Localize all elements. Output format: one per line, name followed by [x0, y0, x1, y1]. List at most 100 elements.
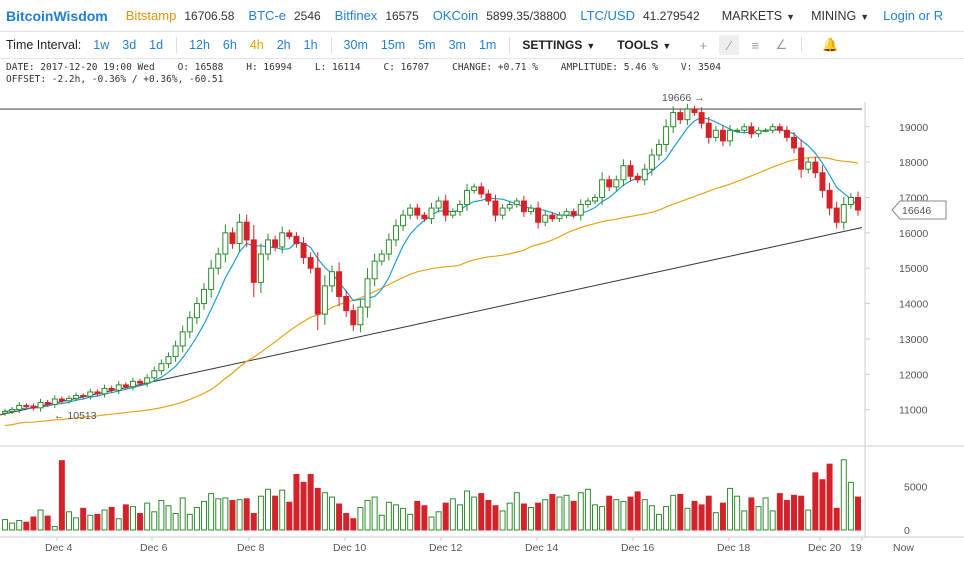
crosshair-icon[interactable]: +: [699, 37, 708, 53]
price-tick-label: 12000: [899, 369, 928, 381]
login-link[interactable]: Login or R: [883, 8, 944, 23]
candle-body: [698, 112, 705, 124]
fan-icon[interactable]: ∠: [775, 37, 788, 52]
candle-body: [727, 129, 734, 142]
candle-body: [108, 387, 115, 391]
candle-body: [364, 278, 371, 308]
market-btce[interactable]: BTC-e 2546: [248, 8, 320, 23]
brand-logo[interactable]: BitcoinWisdom: [6, 7, 108, 24]
volume-bar: [755, 506, 762, 531]
volume-bar: [236, 499, 243, 531]
current-price-box: [891, 200, 947, 220]
mining-menu[interactable]: MINING ▼: [811, 9, 869, 23]
candle-body: [556, 214, 563, 220]
current-price-label: 16646: [902, 205, 931, 217]
interval-15m[interactable]: 15m: [380, 38, 406, 52]
volume-bar: [435, 511, 442, 531]
candle-body: [272, 239, 279, 248]
chevron-down-icon: ▼: [662, 41, 672, 51]
market-bitstamp[interactable]: Bitstamp 16706.58: [126, 8, 235, 23]
volume-bar: [606, 495, 613, 531]
volume-bar: [449, 498, 456, 531]
volume-bar: [464, 490, 471, 531]
volume-bar: [819, 479, 826, 531]
volume-bar: [705, 495, 712, 531]
volume-bar: [115, 518, 122, 531]
volume-bar: [563, 494, 570, 531]
candle-body: [691, 108, 698, 114]
interval-6h[interactable]: 6h: [222, 38, 237, 52]
candle-body: [229, 232, 236, 244]
divider: [176, 37, 178, 53]
high-label: 19666 →: [662, 92, 705, 104]
horizontal-lines-icon[interactable]: ≡: [751, 37, 760, 53]
interval-4h[interactable]: 4h: [249, 38, 264, 52]
market-ltcusd[interactable]: LTC/USD 41.279542: [580, 8, 699, 23]
candle-body: [663, 126, 670, 145]
settings-menu[interactable]: SETTINGS ▼: [522, 38, 595, 52]
candle-body: [250, 239, 257, 283]
volume-bar: [592, 504, 598, 531]
candle-body: [563, 211, 570, 216]
markets-menu[interactable]: MARKETS ▼: [722, 9, 795, 23]
candle-body: [492, 200, 499, 216]
candle-body: [791, 136, 798, 149]
time-interval-label: Time Interval:: [6, 38, 82, 52]
candle-body: [23, 404, 30, 407]
candle-body: [44, 402, 51, 405]
market-okcoin[interactable]: OKCoin 5899.35/38800: [433, 8, 567, 23]
candle-body: [257, 253, 264, 283]
chevron-down-icon: ▼: [586, 41, 596, 51]
interval-5m[interactable]: 5m: [418, 38, 436, 52]
date-tick-label: Dec 4: [45, 542, 73, 554]
candle-body: [712, 129, 719, 138]
candle-body: [65, 397, 72, 402]
volume-bar: [144, 502, 151, 531]
volume-bar: [307, 474, 314, 531]
candle-body: [542, 214, 549, 223]
candle-body: [748, 126, 755, 135]
volume-bar: [855, 496, 861, 531]
fast-moving-average-line: [4, 116, 859, 412]
volume-bar: [734, 495, 741, 531]
candle-body: [528, 207, 535, 213]
chevron-down-icon: ▼: [860, 11, 870, 22]
volume-bar: [279, 489, 286, 531]
candle-body: [400, 214, 407, 227]
bell-icon[interactable]: 🔔: [822, 37, 839, 52]
volume-bar: [620, 500, 627, 531]
candle-body: [73, 394, 80, 399]
volume-bar: [812, 472, 819, 531]
interval-2h[interactable]: 2h: [276, 38, 291, 52]
interval-12h[interactable]: 12h: [189, 38, 210, 52]
price-tick-label: 18000: [899, 157, 928, 169]
market-bitfinex[interactable]: Bitfinex 16575: [335, 8, 419, 23]
interval-3d[interactable]: 3d: [122, 38, 137, 52]
volume-bar: [137, 513, 144, 531]
volume-bar: [165, 505, 172, 531]
interval-1w[interactable]: 1w: [93, 38, 110, 52]
volume-bar: [655, 513, 662, 531]
candle-body: [328, 271, 335, 287]
candle-body: [122, 384, 129, 388]
volume-bar: [151, 511, 158, 531]
interval-1m[interactable]: 1m: [478, 38, 497, 52]
candle-body: [456, 204, 463, 213]
tools-menu[interactable]: TOOLS ▼: [617, 38, 671, 52]
candle-body: [506, 204, 513, 209]
line-tool-icon[interactable]: ⁄: [719, 35, 740, 55]
candle-body: [776, 126, 783, 131]
candle-body: [2, 410, 8, 414]
interval-3m[interactable]: 3m: [448, 38, 466, 52]
candle-body: [51, 398, 58, 405]
volume-bar: [599, 506, 606, 531]
interval-1h[interactable]: 1h: [303, 38, 318, 52]
candle-body: [300, 242, 307, 259]
interval-1d[interactable]: 1d: [149, 38, 164, 52]
volume-bar: [499, 510, 506, 531]
candle-body: [599, 179, 606, 198]
interval-30m[interactable]: 30m: [343, 38, 368, 52]
date-tick-label: Now: [893, 542, 914, 554]
candle-body: [670, 112, 677, 128]
